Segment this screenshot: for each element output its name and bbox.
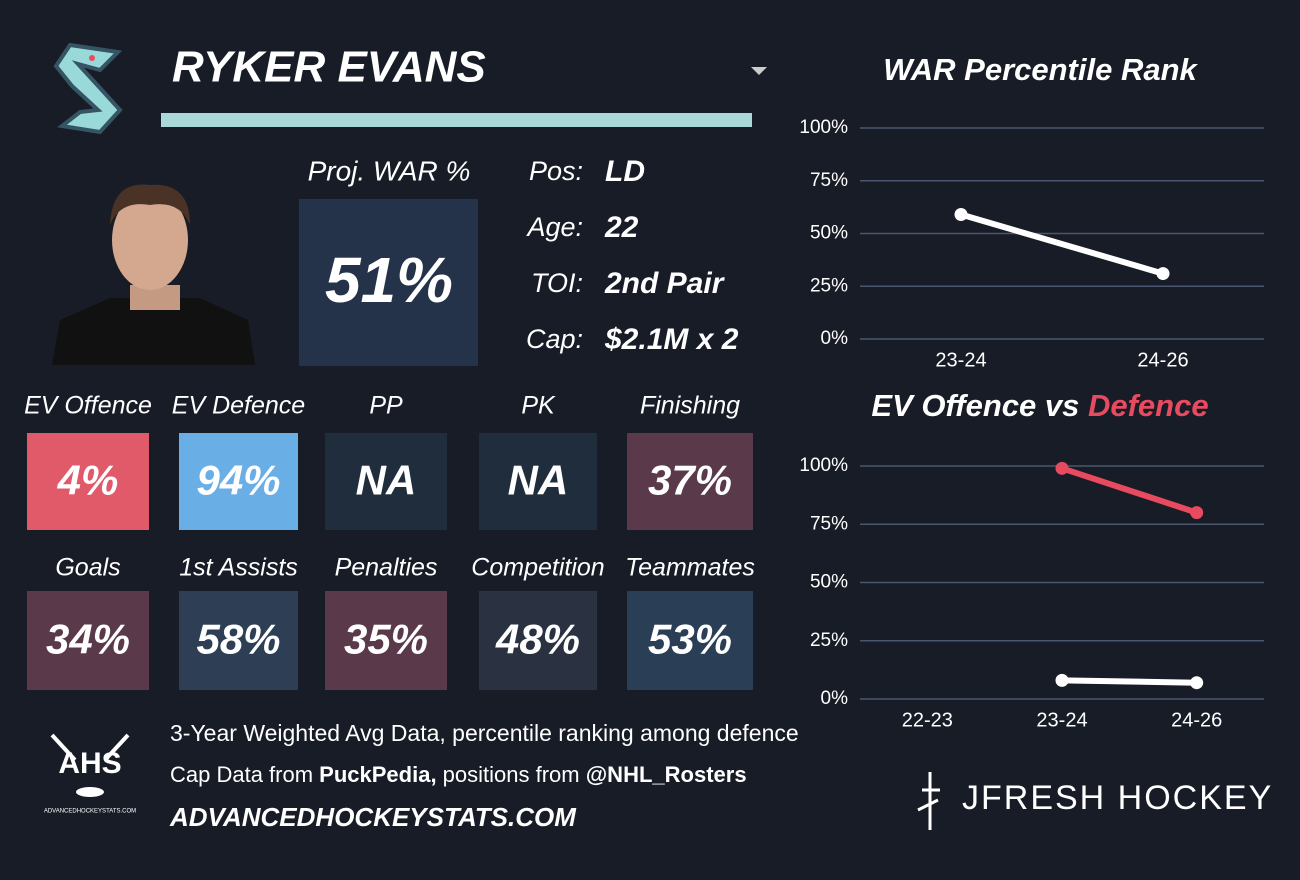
series-line <box>1059 465 1200 516</box>
tile-label: Finishing <box>640 392 740 420</box>
point <box>1190 676 1204 690</box>
tile-label: EV Offence <box>24 392 152 420</box>
y-tick-label: 25% <box>810 275 848 296</box>
jfresh-logo <box>917 772 940 830</box>
tile-label: 1st Assists <box>179 554 298 582</box>
tile <box>325 591 447 690</box>
tile-value: 35% <box>344 616 428 663</box>
footer-credits: Cap Data from PuckPedia, positions from … <box>170 762 747 787</box>
info-value: 2nd Pair <box>604 267 726 300</box>
y-tick-label: 25% <box>810 630 848 651</box>
tile-label: Competition <box>471 554 604 582</box>
tile-value: NA <box>356 457 417 504</box>
tile <box>627 591 753 690</box>
chart-title: EV Offence vs Defence <box>871 388 1208 423</box>
tile <box>179 591 298 690</box>
point <box>1190 506 1204 520</box>
tile-value: 34% <box>46 616 130 663</box>
tile <box>325 433 447 530</box>
info-label: Age: <box>525 212 583 242</box>
tile <box>627 433 753 530</box>
footer-note: 3-Year Weighted Avg Data, percentile ran… <box>170 720 799 746</box>
info-value: 22 <box>604 211 639 244</box>
ahs-logo: AHS ADVANCEDHOCKEYSTATS.COM <box>44 733 136 815</box>
series-line <box>1059 677 1200 686</box>
tile-value: 48% <box>495 616 580 663</box>
credit-link[interactable]: PuckPedia, <box>319 762 436 787</box>
headshot <box>52 184 255 365</box>
ahs-text: AHS <box>58 747 121 780</box>
footer-url[interactable]: ADVANCEDHOCKEYSTATS.COM <box>169 802 577 832</box>
y-tick-label: 100% <box>799 455 848 476</box>
y-tick-label: 50% <box>810 572 848 593</box>
team-logo <box>53 42 123 135</box>
y-tick-label: 75% <box>810 170 848 191</box>
brand: JFRESH HOCKEY <box>962 779 1273 817</box>
point <box>1055 461 1069 475</box>
tile-value: 4% <box>57 457 119 504</box>
tile-value: 37% <box>648 457 732 504</box>
y-tick-label: 0% <box>821 328 849 349</box>
y-tick-label: 0% <box>821 688 849 709</box>
tile-label: EV Defence <box>172 392 305 420</box>
proj-box <box>299 199 478 366</box>
tile-value: 58% <box>196 616 280 663</box>
title-text: WAR Percentile Rank <box>883 52 1198 87</box>
chart-title: WAR Percentile Rank <box>883 52 1198 87</box>
tile-label: Teammates <box>625 554 755 582</box>
x-tick-label: 24-26 <box>1171 709 1222 731</box>
player-name: RYKER EVANS <box>172 43 486 92</box>
tile-label: PP <box>369 392 403 420</box>
title-text: EV Offence vs <box>871 388 1088 423</box>
info-value: $2.1M x 2 <box>604 323 739 356</box>
tile-value: 53% <box>648 616 732 663</box>
dropdown[interactable] <box>751 67 767 75</box>
tile <box>27 591 149 690</box>
tile-value: 94% <box>196 457 280 504</box>
credit-text: positions from <box>437 762 586 787</box>
point <box>1156 267 1170 281</box>
title-highlight: Defence <box>1088 388 1209 423</box>
info-label: TOI: <box>531 268 583 298</box>
tile-label: Penalties <box>335 554 438 582</box>
y-tick-label: 75% <box>810 513 848 534</box>
series-line <box>958 211 1166 277</box>
proj-label: Proj. WAR % <box>308 155 471 186</box>
tile <box>179 433 298 530</box>
ahs-small: ADVANCEDHOCKEYSTATS.COM <box>44 809 136 815</box>
tile-label: PK <box>521 392 556 420</box>
info-label: Pos: <box>529 156 583 186</box>
proj-value: 51% <box>325 244 453 316</box>
tile <box>27 433 149 530</box>
x-tick-label: 23-24 <box>935 349 986 371</box>
x-tick-label: 22-23 <box>902 709 953 731</box>
tile <box>479 433 597 530</box>
y-tick-label: 100% <box>799 117 848 138</box>
credit-link[interactable]: @NHL_Rosters <box>586 762 747 787</box>
credit-text: Cap Data from <box>170 762 319 787</box>
tile <box>479 591 597 690</box>
info-value: LD <box>605 155 645 188</box>
header-bar <box>161 113 752 127</box>
point <box>954 208 968 222</box>
info-label: Cap: <box>526 324 583 354</box>
y-tick-label: 50% <box>810 223 848 244</box>
tile-value: NA <box>508 457 569 504</box>
point <box>1055 673 1069 687</box>
x-tick-label: 23-24 <box>1036 709 1087 731</box>
tile-label: Goals <box>55 554 120 582</box>
x-tick-label: 24-26 <box>1137 349 1188 371</box>
